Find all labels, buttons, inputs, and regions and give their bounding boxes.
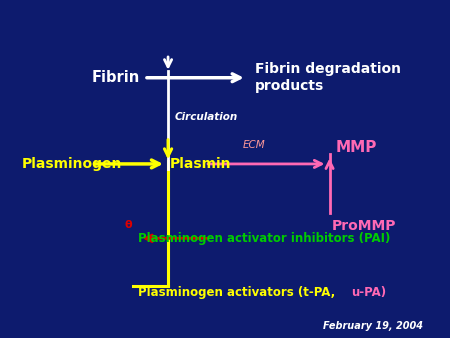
Text: Fibrin degradation
products: Fibrin degradation products	[255, 62, 401, 93]
Text: Circulation: Circulation	[175, 113, 238, 122]
Text: Plasmin: Plasmin	[170, 157, 232, 171]
Text: Plasminogen activator inhibitors (PAI): Plasminogen activator inhibitors (PAI)	[138, 232, 390, 245]
Text: Plasminogen: Plasminogen	[22, 157, 122, 171]
Text: ProMMP: ProMMP	[332, 219, 396, 234]
Text: Plasminogen activators (t-PA,: Plasminogen activators (t-PA,	[138, 286, 339, 299]
Text: u-PA): u-PA)	[351, 286, 387, 299]
Text: ECM: ECM	[242, 140, 265, 150]
Text: Fibrin: Fibrin	[92, 70, 140, 85]
Text: MMP: MMP	[336, 140, 378, 154]
Text: February 19, 2004: February 19, 2004	[324, 321, 423, 331]
Text: θ: θ	[125, 220, 133, 230]
